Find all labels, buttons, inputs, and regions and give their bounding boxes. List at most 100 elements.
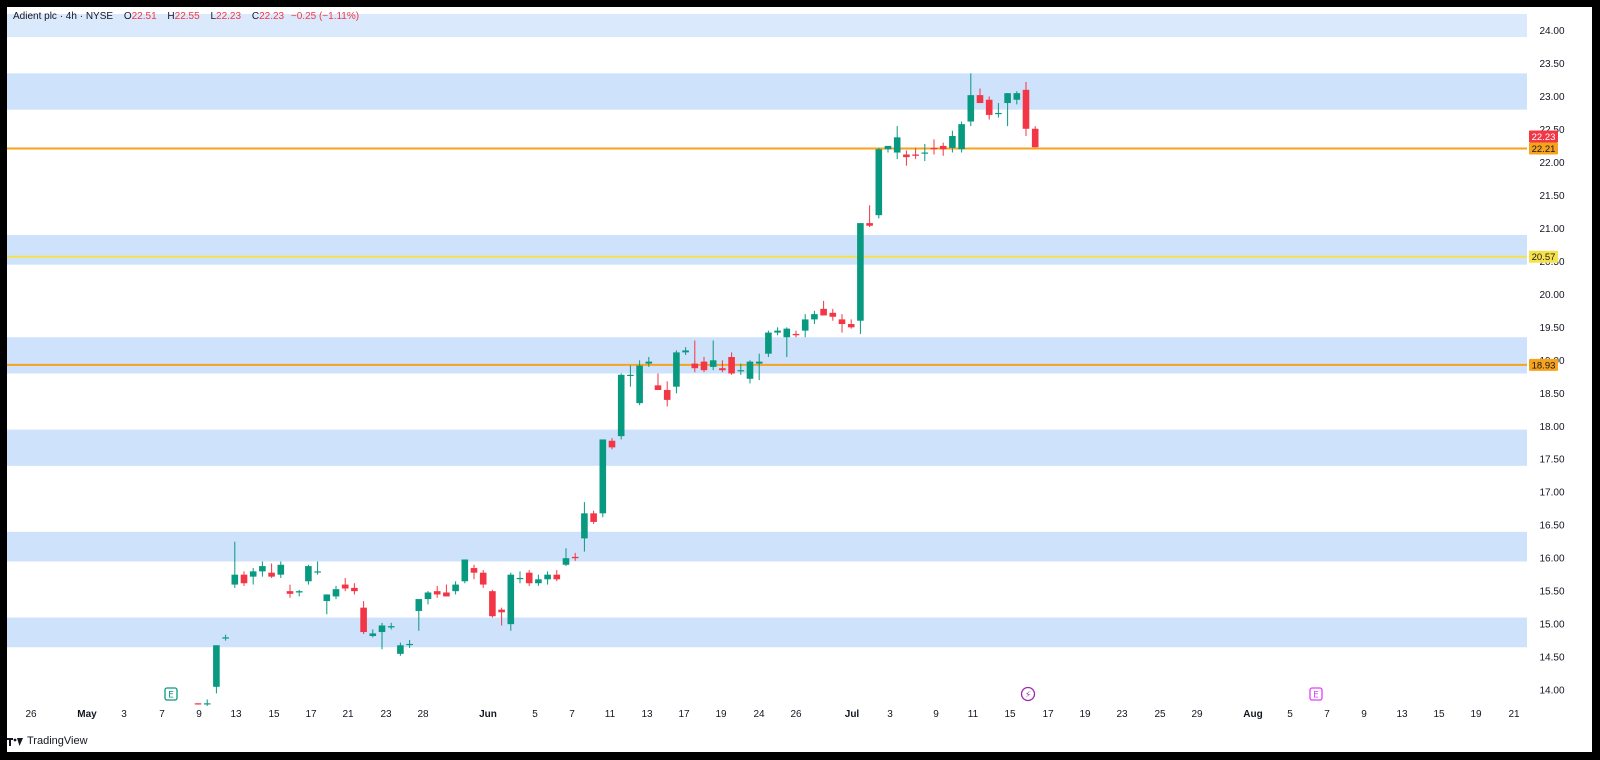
candle[interactable]	[755, 353, 763, 381]
candle[interactable]	[728, 352, 735, 375]
candle[interactable]	[995, 103, 1002, 118]
candle[interactable]	[461, 559, 469, 584]
candle[interactable]	[1022, 81, 1030, 137]
candle[interactable]	[958, 121, 965, 153]
candle[interactable]	[305, 564, 312, 585]
earnings-event-icon[interactable]: E	[1309, 687, 1323, 701]
candle[interactable]	[700, 357, 708, 373]
candle[interactable]	[719, 360, 726, 373]
candle[interactable]	[397, 642, 404, 656]
candle[interactable]	[277, 561, 285, 578]
candle[interactable]	[341, 577, 349, 592]
candle[interactable]	[562, 548, 570, 567]
candle[interactable]	[737, 363, 745, 375]
candle[interactable]	[323, 594, 331, 615]
candle[interactable]	[286, 584, 294, 598]
candle[interactable]	[406, 639, 413, 648]
candle[interactable]	[663, 381, 671, 407]
candle[interactable]	[765, 330, 772, 357]
candle[interactable]	[939, 142, 947, 156]
footer-brand[interactable]: TradingView	[7, 731, 88, 752]
candle[interactable]	[351, 583, 358, 595]
candle[interactable]	[544, 571, 551, 585]
candle[interactable]	[847, 319, 855, 329]
candle[interactable]	[571, 552, 579, 561]
candle[interactable]	[507, 572, 515, 631]
candle[interactable]	[654, 373, 662, 390]
candle[interactable]	[857, 223, 864, 334]
candle[interactable]	[553, 570, 561, 582]
candle[interactable]	[838, 314, 846, 333]
chart-canvas[interactable]: E ⚡ E 14.00 14.50 15.00 15.50 16.00 16.50 17.00 1…	[7, 7, 1592, 752]
candle[interactable]	[378, 622, 386, 650]
candle[interactable]	[709, 340, 717, 371]
candle[interactable]	[608, 438, 616, 450]
candle[interactable]	[985, 96, 993, 120]
candle[interactable]	[875, 147, 883, 219]
candle[interactable]	[194, 703, 202, 705]
candle[interactable]	[222, 634, 229, 641]
candle[interactable]	[369, 629, 377, 638]
candle[interactable]	[424, 591, 432, 605]
candle[interactable]	[774, 327, 781, 336]
candle[interactable]	[535, 574, 542, 586]
candle[interactable]	[581, 502, 588, 552]
candle[interactable]	[967, 73, 975, 127]
candle[interactable]	[792, 330, 800, 338]
candle[interactable]	[645, 357, 653, 367]
candle[interactable]	[976, 88, 984, 104]
candle[interactable]	[673, 350, 680, 394]
candle[interactable]	[636, 360, 643, 406]
candle[interactable]	[746, 360, 754, 384]
candle[interactable]	[470, 564, 478, 580]
candle[interactable]	[268, 563, 275, 578]
candle[interactable]	[433, 585, 441, 598]
candle[interactable]	[617, 373, 625, 440]
candle[interactable]	[590, 510, 597, 524]
candle[interactable]	[213, 645, 220, 694]
candle[interactable]	[599, 439, 607, 518]
candle[interactable]	[489, 589, 496, 618]
candle[interactable]	[921, 143, 929, 162]
candle[interactable]	[930, 139, 938, 155]
candle[interactable]	[249, 568, 257, 585]
candle[interactable]	[949, 130, 956, 153]
candle[interactable]	[314, 561, 321, 575]
candle[interactable]	[203, 699, 211, 706]
candle[interactable]	[516, 571, 524, 584]
candle[interactable]	[1031, 126, 1039, 148]
candle[interactable]	[1004, 93, 1011, 127]
candle[interactable]	[866, 205, 873, 228]
candle[interactable]	[498, 607, 505, 626]
candle[interactable]	[443, 584, 450, 597]
candle[interactable]	[801, 314, 809, 338]
candle[interactable]	[691, 340, 699, 373]
candle[interactable]	[912, 147, 919, 160]
candle[interactable]	[231, 541, 239, 588]
candle[interactable]	[387, 622, 395, 630]
candle[interactable]	[903, 150, 910, 166]
y-tick-label: 16.00	[1539, 554, 1564, 565]
candle[interactable]	[525, 570, 533, 586]
candle[interactable]	[332, 585, 340, 600]
candle[interactable]	[893, 126, 901, 160]
open-label: O	[123, 11, 132, 22]
symbol-name[interactable]: Adient plc · 4h · NYSE	[13, 11, 114, 22]
candle[interactable]	[259, 561, 266, 577]
earnings-event-icon[interactable]: E	[164, 687, 178, 701]
dividend-event-icon[interactable]: ⚡	[1020, 686, 1036, 702]
candle[interactable]	[829, 308, 837, 321]
candle[interactable]	[884, 145, 892, 153]
candle[interactable]	[295, 589, 303, 597]
candle[interactable]	[783, 327, 791, 357]
candle[interactable]	[479, 570, 487, 588]
candle[interactable]	[820, 300, 827, 316]
candle[interactable]	[682, 347, 689, 356]
candle[interactable]	[360, 601, 367, 635]
candle[interactable]	[240, 571, 248, 586]
candle[interactable]	[627, 365, 634, 387]
candle[interactable]	[415, 599, 423, 631]
candle[interactable]	[811, 310, 818, 325]
candle[interactable]	[452, 581, 459, 595]
candle[interactable]	[1013, 91, 1021, 105]
